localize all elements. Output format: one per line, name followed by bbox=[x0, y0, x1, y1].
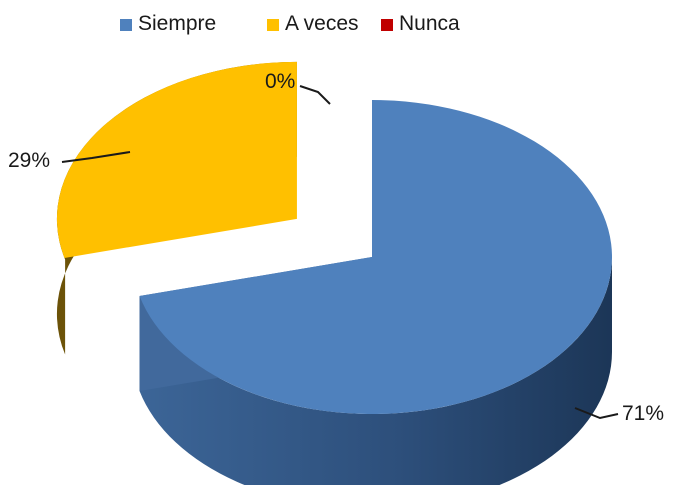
legend-swatch bbox=[381, 19, 393, 31]
data-labels: 71% 29% 0% bbox=[8, 70, 664, 425]
leader-line bbox=[574, 407, 619, 420]
legend-swatch bbox=[267, 19, 279, 31]
data-label-siempre: 71% bbox=[574, 402, 664, 425]
legend-item-a-veces: A veces bbox=[267, 12, 359, 35]
slice-top bbox=[139, 100, 612, 414]
legend-item-siempre: Siempre bbox=[120, 12, 216, 35]
slice-siempre bbox=[139, 100, 612, 485]
slice-top bbox=[56, 61, 297, 258]
data-label-a-veces: 29% bbox=[8, 149, 131, 172]
slice-a-veces bbox=[56, 61, 297, 355]
data-label-nunca: 0% bbox=[265, 70, 331, 105]
data-label-text: 29% bbox=[8, 149, 50, 172]
legend-label: Siempre bbox=[138, 12, 216, 35]
leader-line bbox=[299, 85, 331, 105]
legend-item-nunca: Nunca bbox=[381, 12, 460, 35]
data-label-text: 0% bbox=[265, 70, 295, 93]
slice-side bbox=[139, 257, 612, 485]
legend-label: Nunca bbox=[399, 12, 460, 35]
data-label-text: 71% bbox=[622, 402, 664, 425]
legend-label: A veces bbox=[285, 12, 359, 35]
leader-line bbox=[61, 151, 131, 163]
pie-slices bbox=[56, 61, 612, 485]
legend: Siempre A veces Nunca bbox=[120, 12, 460, 35]
legend-swatch bbox=[120, 19, 132, 31]
